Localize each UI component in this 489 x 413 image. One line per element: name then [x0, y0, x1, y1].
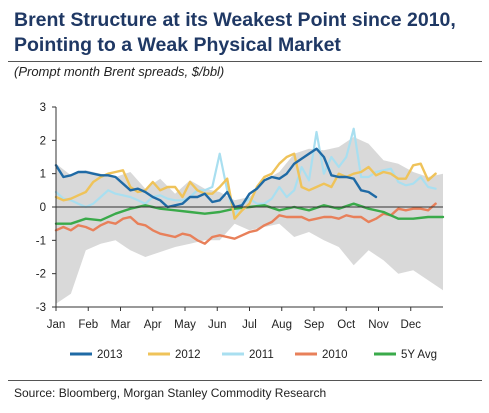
footer-divider	[8, 380, 482, 381]
legend-item-2010: 2010	[295, 349, 348, 361]
x-tick-label-oct: Oct	[337, 319, 356, 331]
y-tick-label: 3	[40, 102, 46, 114]
legend-item-2011: 2011	[222, 349, 274, 361]
legend-label-2011: 2011	[249, 349, 274, 361]
x-tick-label-jan: Jan	[47, 319, 66, 331]
x-tick-label-apr: Apr	[144, 319, 162, 331]
header-divider	[8, 61, 482, 62]
legend-item-2013: 2013	[70, 349, 123, 361]
legend-item-2012: 2012	[148, 349, 201, 361]
x-tick-label-nov: Nov	[368, 319, 389, 331]
chart-subtitle: (Prompt month Brent spreads, $/bbl)	[14, 64, 225, 79]
x-tick-label-jun: Jun	[208, 319, 227, 331]
series-line-2013	[54, 147, 378, 209]
legend-label-2010: 2010	[322, 349, 348, 361]
y-tick-label: 1	[40, 169, 46, 181]
x-tick-label-sep: Sep	[304, 319, 324, 331]
chart-title-line-2: Pointing to a Weak Physical Market	[14, 34, 341, 56]
x-tick-label-may: May	[174, 319, 196, 331]
x-tick-label-jul: Jul	[242, 319, 257, 331]
x-tick-label-aug: Aug	[272, 319, 292, 331]
y-tick-label: -2	[36, 269, 46, 281]
y-tick-label: 0	[40, 202, 46, 214]
legend-label-2012: 2012	[175, 349, 201, 361]
x-tick-label-mar: Mar	[111, 319, 131, 331]
range-band-area	[56, 137, 443, 304]
range-band-layer	[56, 137, 443, 304]
legend-item-5y-avg: 5Y Avg	[374, 349, 437, 361]
legend: 2013 2012 2011 2010 5Y Avg	[70, 349, 437, 361]
x-tick-label-dec: Dec	[401, 319, 422, 331]
legend-label-5y-avg: 5Y Avg	[401, 349, 437, 361]
x-tick-label-feb: Feb	[78, 319, 98, 331]
y-tick-label: -3	[36, 302, 46, 314]
chart-title-line-1: Brent Structure at its Weakest Point sin…	[14, 9, 456, 31]
chart-title: Brent Structure at its Weakest Point sin…	[14, 8, 482, 58]
source-note: Source: Bloomberg, Morgan Stanley Commod…	[14, 386, 327, 400]
series-line-2010	[54, 202, 437, 245]
y-tick-label: 2	[40, 135, 46, 147]
axis-layer: -3 -2 -1 0 1 2 3 Jan Feb Mar Apr May Jun Jul Aug Sep Oct…	[36, 102, 443, 331]
y-tick-label: -1	[36, 235, 46, 247]
legend-label-2013: 2013	[97, 349, 123, 361]
